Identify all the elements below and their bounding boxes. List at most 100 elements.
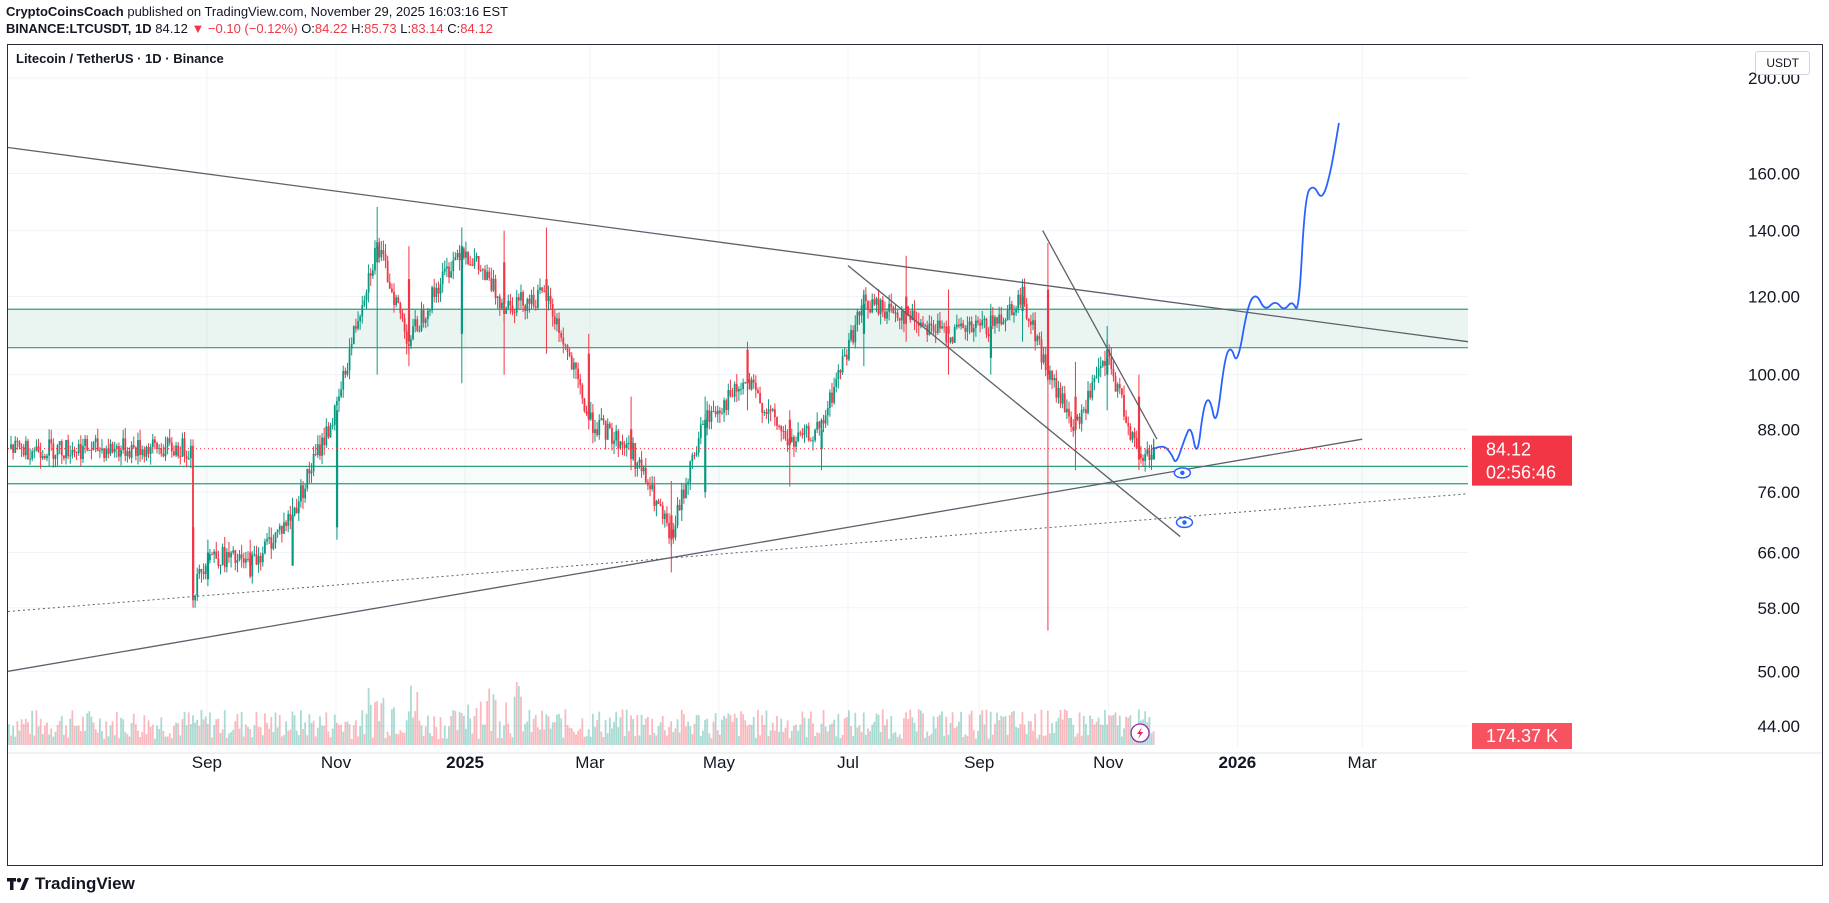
volume-bar: [530, 732, 533, 745]
volume-bar: [113, 735, 116, 745]
volume-bar: [130, 722, 133, 745]
candle-body: [1116, 384, 1119, 392]
y-tick-label: 140.00: [1748, 222, 1800, 241]
candle-body-anchor: [947, 326, 950, 334]
candle-body: [930, 323, 933, 326]
volume-bar: [183, 711, 186, 745]
candle-body: [1072, 426, 1075, 431]
candle-body: [65, 439, 67, 459]
volume-bar: [407, 711, 410, 745]
volume-bar: [820, 723, 823, 745]
volume-bar: [219, 732, 222, 745]
volume-bar: [86, 713, 89, 745]
candle-body-anchor: [249, 552, 252, 566]
last-price-label: 84.12: [1486, 440, 1531, 460]
author-name[interactable]: CryptoCoinsCoach: [6, 4, 124, 19]
price-chart[interactable]: 200.00160.00140.00120.00100.0088.0076.00…: [8, 45, 1823, 866]
candle-body: [848, 339, 850, 360]
volume-bar: [1032, 730, 1034, 745]
volume-bar: [951, 712, 954, 745]
candle-body: [909, 315, 912, 321]
ohlc-legend: BINANCE:LTCUSDT, 1D 84.12 ▼ −0.10 (−0.12…: [6, 21, 493, 37]
candle-body: [653, 484, 656, 506]
candle-body: [194, 595, 197, 601]
chart-frame[interactable]: 200.00 160.00 140.00 120.00 100.00 88.00 76.00…: [7, 44, 1823, 866]
candle-body: [1108, 349, 1111, 358]
volume-bar: [596, 720, 599, 745]
volume-bar: [435, 727, 438, 745]
volume-bar: [496, 737, 499, 745]
volume-bar: [644, 718, 647, 745]
candle-body: [151, 439, 154, 448]
volume-bar: [98, 718, 101, 745]
candle-body: [604, 420, 607, 440]
volume-bar: [276, 727, 279, 745]
volume-bar: [549, 728, 552, 745]
candle-body: [505, 307, 508, 314]
volume-bar: [765, 710, 768, 745]
volume-bar: [84, 730, 86, 745]
volume-bar: [884, 725, 886, 745]
candle-body: [185, 456, 188, 459]
volume-bar: [124, 732, 127, 745]
candle-body: [1057, 387, 1060, 398]
volume-bar: [1072, 724, 1075, 745]
volume-bar: [848, 710, 850, 745]
candle-body: [702, 423, 704, 425]
currency-button[interactable]: USDT: [1755, 51, 1810, 75]
volume-bar: [583, 736, 586, 745]
candle-body: [596, 429, 599, 436]
volume-bar: [972, 730, 975, 745]
candle-body-anchor: [1021, 296, 1024, 312]
volume-bar: [120, 717, 122, 745]
candle-body: [583, 398, 586, 412]
candle-body: [293, 507, 296, 516]
volume-bar: [327, 731, 330, 745]
volume-bar: [799, 724, 802, 745]
volume-bar: [926, 731, 929, 745]
candle-body: [602, 418, 605, 421]
volume-bar: [778, 731, 781, 745]
candle-body: [14, 440, 17, 453]
volume-bar: [807, 718, 810, 745]
volume-bar: [1063, 709, 1066, 745]
candle-body: [761, 403, 764, 413]
candle-body: [1085, 409, 1087, 414]
candle-body: [401, 312, 404, 319]
candle-body: [960, 323, 962, 327]
candle-body: [418, 330, 421, 332]
volume-bar: [331, 728, 334, 745]
candle-body: [1051, 370, 1053, 381]
tradingview-brand[interactable]: TradingView: [7, 874, 135, 894]
volume-bar: [352, 725, 355, 745]
candle-body: [985, 318, 988, 335]
volume-bar: [621, 709, 624, 745]
candle-body: [831, 392, 833, 403]
candle-body: [627, 442, 630, 444]
candle-body: [939, 320, 941, 329]
candle-body: [877, 298, 880, 314]
candle-body: [845, 354, 848, 360]
candle-body: [177, 445, 180, 457]
volume-bar: [962, 736, 965, 745]
candle-body: [410, 339, 412, 346]
candle-body: [917, 322, 920, 326]
candle-body: [699, 424, 702, 439]
candle-body: [970, 321, 973, 333]
volume-bar: [710, 738, 713, 745]
candle-body: [835, 378, 838, 387]
candle-body: [754, 382, 757, 391]
candle-body: [1112, 369, 1115, 377]
volume-bar: [598, 711, 601, 745]
volume-bar: [1123, 728, 1125, 745]
candle-body: [579, 379, 582, 385]
candle-body: [158, 448, 161, 450]
y-tick-label: 58.00: [1757, 599, 1800, 618]
candle-body: [1142, 457, 1144, 462]
candle-body: [137, 440, 139, 456]
volume-bar: [1101, 724, 1104, 745]
brand-name: TradingView: [35, 874, 135, 893]
volume-bar: [790, 730, 793, 745]
volume-bar: [507, 723, 510, 745]
candle-body: [1133, 432, 1136, 439]
